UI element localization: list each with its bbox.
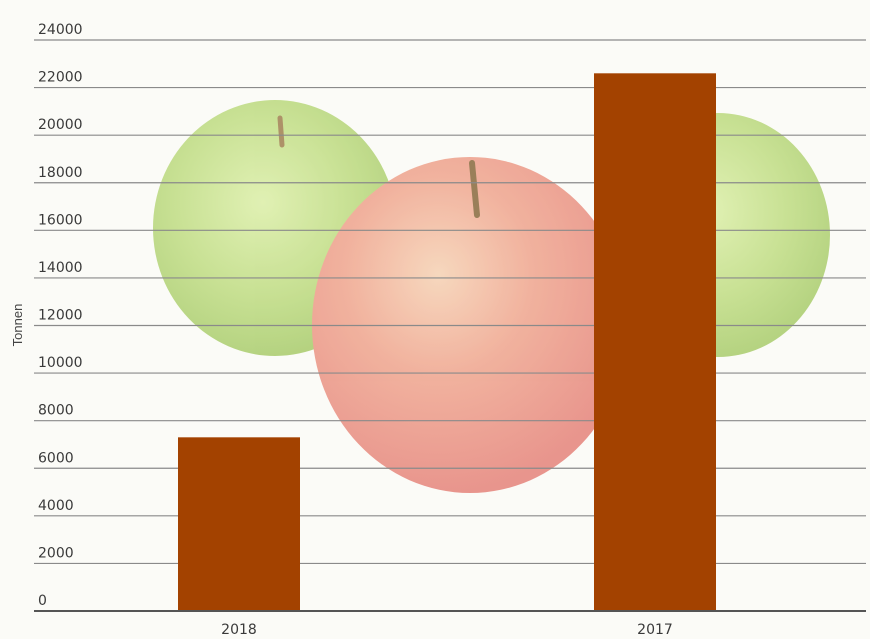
bar-2017 [594,73,716,611]
apples-background-image [153,100,830,493]
y-tick-label: 20000 [38,117,83,133]
y-tick-label: 14000 [38,260,83,276]
gridlines [34,39,866,565]
y-tick-label: 12000 [38,308,83,324]
y-tick-label: 2000 [38,545,74,561]
y-tick-label: 16000 [38,212,83,228]
y-tick-label: 0 [38,593,47,609]
y-axis-ticks: 0 2000 4000 6000 8000 10000 12000 14000 16000 180… [38,22,83,609]
y-axis-label: Tonnen [10,304,25,347]
y-tick-label: 6000 [38,450,74,466]
bars [178,73,716,611]
bar-2018 [178,437,300,611]
x-axis-categories: 2018 2017 [221,622,673,638]
x-category-label: 2018 [221,622,257,638]
y-tick-label: 18000 [38,165,83,181]
green-apple-left-stem [277,115,285,148]
red-apple-stem [469,160,480,218]
y-tick-label: 4000 [38,498,74,514]
y-tick-label: 24000 [38,22,83,38]
x-category-label: 2017 [637,622,673,638]
y-tick-label: 22000 [38,70,83,86]
y-tick-label: 8000 [38,403,74,419]
y-tick-label: 10000 [38,355,83,371]
